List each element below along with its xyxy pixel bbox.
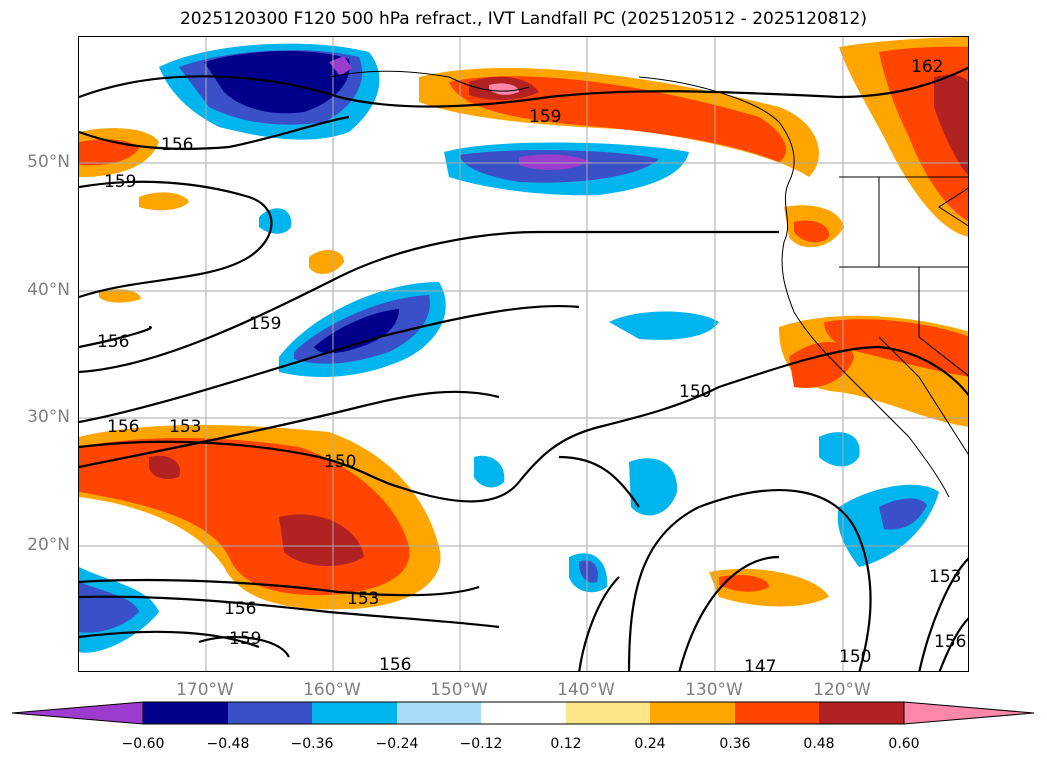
colorbar-tick: 0.36: [719, 736, 751, 752]
shading-neg-low: [819, 432, 860, 467]
contour-label: 156: [161, 135, 193, 155]
contour-label: 156: [97, 332, 129, 352]
contour-label: 153: [347, 589, 379, 609]
colorbar-extend-max: [903, 701, 1035, 725]
colorbar-tick: −0.60: [121, 736, 165, 752]
contour-label: 156: [379, 655, 411, 672]
shading-pos-high: [794, 220, 830, 243]
lon-label-120w: 120°W: [813, 680, 871, 700]
contour-label: 153: [929, 567, 961, 587]
colorbar-bin: [397, 702, 481, 724]
colorbar-tick: −0.12: [459, 736, 503, 752]
height-contours: [79, 66, 968, 671]
contour-label: 150: [679, 382, 711, 402]
shading-pos-mid: [139, 192, 189, 211]
lat-label-30n: 30°N: [27, 407, 70, 427]
contour-label: 159: [529, 107, 561, 127]
shading-pos-high: [789, 342, 854, 388]
colorbar-bin: [735, 702, 819, 724]
shading-pos-strong: [279, 514, 364, 567]
colorbar-bin: [481, 702, 566, 724]
colorbar-tick: −0.48: [206, 736, 250, 752]
contour-label: 159: [249, 314, 281, 334]
lon-label-130w: 130°W: [685, 680, 743, 700]
shading-neg-mid: [579, 560, 598, 583]
contour-label: 156: [934, 632, 966, 652]
colorbar-bin: [650, 702, 735, 724]
shading-pos-extreme: [489, 83, 519, 95]
colorbar-tick: 0.48: [803, 736, 835, 752]
contour-label: 159: [104, 172, 136, 192]
colorbar-bin: [143, 702, 228, 724]
contour-label: 156: [224, 599, 256, 619]
colorbar-bin: [819, 702, 904, 724]
shading-pos-mid: [919, 374, 968, 422]
colorbar-tick: −0.24: [375, 736, 419, 752]
coastlines: [328, 70, 968, 498]
shading-neg-low: [609, 311, 719, 340]
graticule: [79, 37, 968, 671]
colorbar-tick: −0.36: [290, 736, 334, 752]
shading-pos-high: [719, 575, 769, 592]
lon-label-160w: 160°W: [303, 680, 361, 700]
colorbar-bin: [228, 702, 312, 724]
colorbar-bin: [566, 702, 650, 724]
shading-pos-strong: [149, 455, 180, 479]
shading-pos-high: [79, 139, 139, 166]
contour-label: 162: [911, 57, 943, 77]
contour-label: 153: [169, 417, 201, 437]
contour-label: 150: [839, 647, 871, 667]
shading-pos-high: [449, 76, 787, 162]
shading-neg-mid: [79, 582, 139, 633]
shading-neg-low: [474, 455, 505, 488]
colorbar-tick: 0.60: [888, 736, 920, 752]
colorbar-bin: [312, 702, 397, 724]
shading-pos-high: [824, 319, 968, 377]
shading-neg-mid: [879, 498, 927, 530]
map-panel[interactable]: 156 159 159 156 159 156 153 150 150 153 …: [78, 36, 969, 672]
contour-label: 159: [229, 629, 261, 649]
shading-neg-extreme: [519, 154, 589, 170]
lat-label-20n: 20°N: [27, 535, 70, 555]
shading-pos-mid: [99, 289, 141, 303]
shading-pos-mid: [309, 249, 344, 274]
contour-labels: 156 159 159 156 159 156 153 150 150 153 …: [97, 57, 966, 672]
shading-pos-strong: [934, 75, 968, 175]
lon-label-140w: 140°W: [557, 680, 615, 700]
colorbar-tick: 0.12: [550, 736, 582, 752]
lat-label-40n: 40°N: [27, 280, 70, 300]
contour-label: 147: [744, 657, 776, 672]
contour-label: 156: [107, 417, 139, 437]
shading-neg-extreme: [329, 56, 352, 76]
map-title: 2025120300 F120 500 hPa refract., IVT La…: [179, 9, 867, 29]
lat-label-50n: 50°N: [27, 152, 70, 172]
shading-neg-strong: [314, 309, 399, 354]
colorbar-tick: 0.24: [634, 736, 666, 752]
colorbar: [11, 701, 1035, 725]
contour-label: 150: [324, 452, 356, 472]
colorbar-extend-min: [11, 701, 144, 725]
shading-neg-low: [259, 208, 292, 234]
lon-label-150w: 150°W: [430, 680, 488, 700]
shaded-field: [79, 37, 968, 653]
lon-label-170w: 170°W: [176, 680, 234, 700]
map-plot: 156 159 159 156 159 156 153 150 150 153 …: [79, 37, 968, 672]
shading-neg-low: [629, 458, 678, 516]
